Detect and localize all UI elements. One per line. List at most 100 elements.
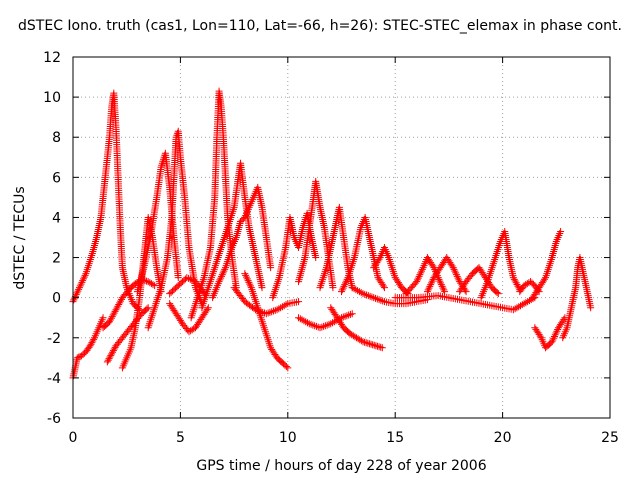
data-point <box>549 336 557 344</box>
data-point <box>252 306 260 314</box>
data-point <box>244 277 252 285</box>
data-point <box>346 310 354 318</box>
data-point <box>452 271 460 279</box>
data-point <box>271 306 279 314</box>
data-point <box>375 343 383 351</box>
data-series <box>166 300 212 336</box>
data-point <box>373 342 381 350</box>
data-point <box>183 274 191 282</box>
data-point <box>216 276 224 284</box>
data-point <box>369 341 377 349</box>
data-series <box>559 254 595 342</box>
data-point <box>362 339 370 347</box>
data-point <box>262 310 270 318</box>
data-point <box>258 284 266 292</box>
data-point <box>350 285 358 293</box>
data-point <box>266 308 274 316</box>
data-point <box>105 355 113 363</box>
data-point <box>327 320 335 328</box>
data-point <box>74 287 82 295</box>
data-point <box>363 291 371 299</box>
data-series <box>531 314 569 352</box>
y-tick-label: 0 <box>52 291 61 307</box>
data-point <box>439 284 447 292</box>
data-point <box>323 321 331 329</box>
data-point <box>341 312 349 320</box>
data-point <box>438 282 446 290</box>
data-series <box>529 227 565 302</box>
data-point <box>280 302 288 310</box>
data-point <box>341 281 349 289</box>
y-tick-label: 4 <box>52 210 61 226</box>
data-point <box>217 272 225 280</box>
data-point <box>245 278 253 286</box>
data-point <box>357 337 365 345</box>
data-point <box>246 282 254 290</box>
data-point <box>316 324 324 332</box>
data-point <box>435 275 443 283</box>
data-series <box>241 270 292 372</box>
data-point <box>275 305 283 313</box>
x-tick-label: 20 <box>494 430 512 446</box>
data-point <box>517 302 524 310</box>
data-point <box>339 313 347 321</box>
y-tick-label: 12 <box>43 50 61 66</box>
data-point <box>440 286 448 294</box>
data-point <box>149 281 157 289</box>
y-tick-label: -6 <box>47 411 61 427</box>
data-point <box>185 274 193 282</box>
y-tick-label: 2 <box>52 251 61 267</box>
data-point <box>221 265 229 273</box>
data-point <box>79 277 87 285</box>
data-point <box>269 307 277 315</box>
data-point <box>79 275 87 283</box>
data-point <box>418 265 426 273</box>
data-point <box>361 290 369 298</box>
data-point <box>144 304 152 312</box>
data-point <box>511 305 519 313</box>
data-point <box>204 304 212 312</box>
data-point <box>246 280 254 288</box>
data-point <box>264 309 272 317</box>
data-point <box>343 312 351 320</box>
data-point <box>334 316 342 324</box>
data-point <box>426 282 434 290</box>
data-point <box>342 279 350 287</box>
data-series <box>209 183 275 302</box>
data-point <box>453 272 461 280</box>
data-point <box>332 317 340 325</box>
data-point <box>305 320 313 328</box>
data-point <box>81 271 89 279</box>
data-point <box>282 301 290 309</box>
data-point <box>103 358 111 366</box>
data-point <box>86 342 94 350</box>
data-series <box>327 304 386 352</box>
data-point <box>361 338 369 346</box>
data-point <box>296 315 304 323</box>
data-point <box>450 265 458 273</box>
data-point <box>257 308 265 316</box>
data-point <box>259 308 267 316</box>
data-point <box>340 282 348 290</box>
data-point <box>379 282 387 290</box>
data-point <box>524 298 532 306</box>
data-point <box>414 274 422 282</box>
data-point <box>267 264 275 272</box>
data-point <box>357 289 365 297</box>
data-point <box>377 343 385 351</box>
data-point <box>110 345 118 353</box>
data-point <box>107 351 115 359</box>
data-point <box>80 273 88 281</box>
data-point <box>366 292 374 300</box>
data-series <box>423 254 470 296</box>
data-point <box>375 296 383 304</box>
data-point <box>312 322 320 330</box>
data-point <box>268 308 276 316</box>
y-tick-label: -4 <box>47 371 61 387</box>
data-point <box>355 288 363 296</box>
data-series <box>99 276 159 332</box>
data-point <box>513 304 521 312</box>
data-point <box>367 340 375 348</box>
data-point <box>354 287 362 295</box>
